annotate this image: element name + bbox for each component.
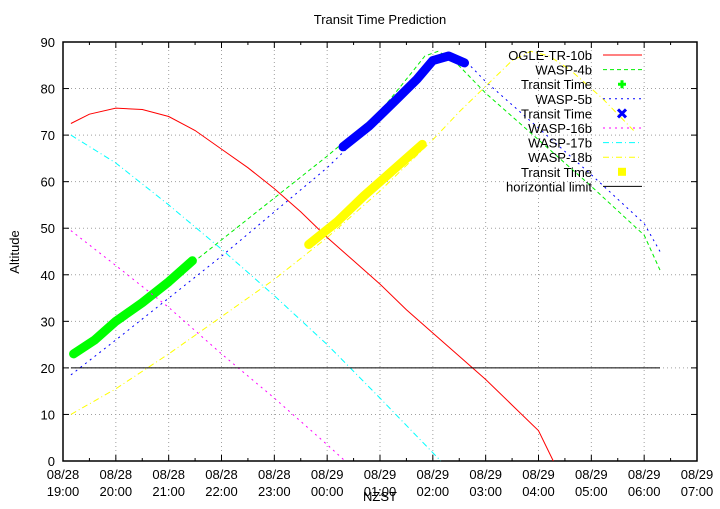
x-tick-time: 04:00 [522,484,555,499]
y-tick-label: 10 [41,407,55,422]
x-tick-time: 07:00 [681,484,714,499]
series-line-ogle-tr-10b [70,107,554,462]
x-tick-date: 08/28 [205,467,238,482]
y-axis-label: Altitude [7,230,22,273]
x-tick-date: 08/28 [152,467,185,482]
series-line-wasp-17b [70,134,442,462]
x-tick-date: 08/28 [100,467,133,482]
x-tick-time: 22:00 [205,484,238,499]
legend-label: WASP-5b [535,92,592,107]
transit-band-4 [338,51,469,152]
x-tick-date: 08/29 [417,467,450,482]
y-tick-label: 70 [41,128,55,143]
x-tick-date: 08/28 [47,467,80,482]
x-tick-time: 23:00 [258,484,291,499]
legend-label: WASP-17b [528,136,592,151]
series-line-wasp-5b [70,55,661,376]
series-line-wasp-16b [70,230,346,462]
x-tick-date: 08/29 [575,467,608,482]
x-tick-time: 06:00 [628,484,661,499]
x-tick-time: 00:00 [311,484,344,499]
legend-label: WASP-16b [528,121,592,136]
transit-band-2 [69,256,197,359]
chart-title: Transit Time Prediction [314,12,446,27]
cross-marker-icon [616,108,628,119]
legend-label: Transit Time [521,77,592,92]
x-tick-date: 08/28 [258,467,291,482]
x-tick-date: 08/29 [469,467,502,482]
series-group [69,50,661,462]
x-tick-time: 02:00 [417,484,450,499]
y-tick-label: 30 [41,314,55,329]
y-tick-label: 0 [48,454,55,469]
x-tick-date: 08/29 [522,467,555,482]
y-tick-label: 90 [41,35,55,50]
x-tick-time: 05:00 [575,484,608,499]
x-tick-time: 20:00 [100,484,133,499]
series-line-wasp-18b [70,50,634,415]
axes: 0 10 20 30 40 50 60 70 80 90 08/28 19:00 08/28 20:00 0… [41,35,714,499]
y-tick-label: 80 [41,82,55,97]
legend-label: horizontial limit [506,179,592,194]
x-tick-date: 08/29 [311,467,344,482]
x-tick-time: 01:00 [364,484,397,499]
square-marker-icon [618,167,626,176]
x-tick-time: 19:00 [47,484,80,499]
x-tick-date: 08/29 [364,467,397,482]
x-tick-time: 21:00 [152,484,185,499]
x-tick-date: 08/29 [628,467,661,482]
y-tick-label: 50 [41,221,55,236]
x-tick-time: 03:00 [469,484,502,499]
y-tick-label: 60 [41,175,55,190]
plus-marker-icon [618,80,626,89]
x-axis-label: NZST [363,489,397,504]
plot-frame [62,41,698,462]
legend-label: Transit Time [521,165,592,180]
y-tick-label: 20 [41,361,55,376]
transit-band-8 [304,139,427,249]
legend-label: WASP-4b [535,63,592,78]
legend-label: WASP-18b [528,150,592,165]
legend-label: OGLE-TR-10b [508,48,592,63]
legend-label: Transit Time [521,106,592,121]
x-tick-date: 08/29 [681,467,714,482]
y-tick-label: 40 [41,268,55,283]
